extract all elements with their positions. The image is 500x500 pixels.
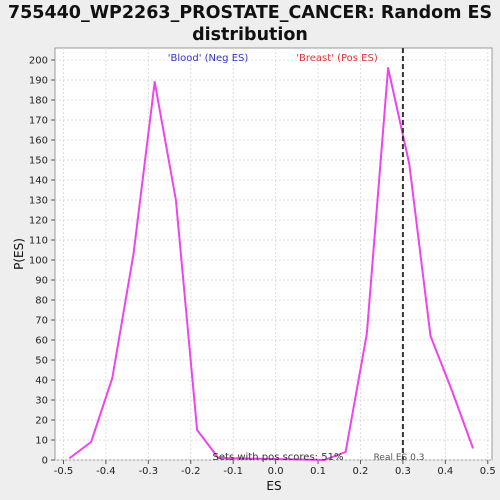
y-tick-label: 160 xyxy=(29,136,48,147)
data-point xyxy=(175,199,177,201)
y-tick-label: 100 xyxy=(29,256,48,267)
y-tick-label: 20 xyxy=(35,416,48,427)
y-tick-label: 200 xyxy=(29,56,48,67)
data-point xyxy=(153,81,156,83)
x-tick-label: -0.2 xyxy=(181,466,201,477)
x-tick-label: 0.5 xyxy=(480,466,496,477)
es-distribution-line xyxy=(69,67,474,461)
real-es-annotation: Real ES 0.3 xyxy=(374,453,425,463)
y-tick-label: 0 xyxy=(42,456,48,467)
x-tick-label: 0.1 xyxy=(310,466,326,477)
pos-scores-annotation: Sets with pos scores: 51% xyxy=(213,452,344,463)
y-tick-label: 70 xyxy=(35,316,48,327)
data-point xyxy=(323,459,326,461)
x-tick-label: -0.1 xyxy=(223,466,243,477)
data-point xyxy=(408,163,411,165)
data-point xyxy=(111,377,114,379)
data-point xyxy=(450,389,453,391)
y-tick-label: 190 xyxy=(29,76,48,87)
x-tick-label: 0.0 xyxy=(268,466,284,477)
chart-title: 755440_WP2263_PROSTATE_CANCER: Random ES… xyxy=(0,2,500,46)
x-tick-label: 0.4 xyxy=(437,466,453,477)
neg-label: 'Blood' (Neg ES) xyxy=(168,53,249,64)
x-tick-label: -0.4 xyxy=(96,466,116,477)
y-tick-label: 180 xyxy=(29,96,48,107)
x-tick-label: -0.5 xyxy=(54,466,74,477)
x-tick-label: 0.2 xyxy=(353,466,369,477)
y-tick-label: 60 xyxy=(35,336,48,347)
y-tick-label: 90 xyxy=(35,276,48,287)
x-axis: -0.5 -0.4 -0.3 -0.2 -0.1 0.0 0.1 0.2 0.3 0.4 0.5 xyxy=(54,460,496,477)
plot-area xyxy=(54,47,493,461)
y-tick-label: 10 xyxy=(35,436,48,447)
y-tick-label: 40 xyxy=(35,376,48,387)
y-axis: 0 10 20 30 40 50 60 70 80 90 100 110 120 130 140 150 160… xyxy=(29,56,55,467)
series-layer xyxy=(69,67,474,461)
chart-title-line-1: 755440_WP2263_PROSTATE_CANCER: Random ES xyxy=(7,3,493,23)
data-point xyxy=(366,333,368,335)
y-tick-label: 50 xyxy=(35,356,48,367)
y-tick-label: 140 xyxy=(29,176,48,187)
data-point xyxy=(387,67,389,69)
y-tick-label: 110 xyxy=(29,236,48,247)
x-axis-label: ES xyxy=(266,479,281,493)
y-tick-label: 120 xyxy=(29,216,48,227)
data-point xyxy=(217,457,220,459)
x-tick-label: -0.3 xyxy=(139,466,159,477)
data-point xyxy=(132,253,135,255)
data-point xyxy=(472,447,474,449)
chart-title-line-2: distribution xyxy=(192,25,308,45)
data-point xyxy=(429,335,432,337)
data-point xyxy=(196,429,198,431)
x-tick-label: 0.3 xyxy=(395,466,411,477)
y-tick-label: 130 xyxy=(29,196,48,207)
y-tick-label: 170 xyxy=(29,116,48,127)
pos-label: 'Breast' (Pos ES) xyxy=(296,53,378,64)
y-tick-label: 150 xyxy=(29,156,48,167)
data-point xyxy=(344,451,347,453)
y-tick-label: 30 xyxy=(35,396,48,407)
data-point xyxy=(69,457,71,459)
data-point xyxy=(90,441,92,443)
y-axis-label: P(ES) xyxy=(12,238,26,270)
y-tick-label: 80 xyxy=(35,296,48,307)
